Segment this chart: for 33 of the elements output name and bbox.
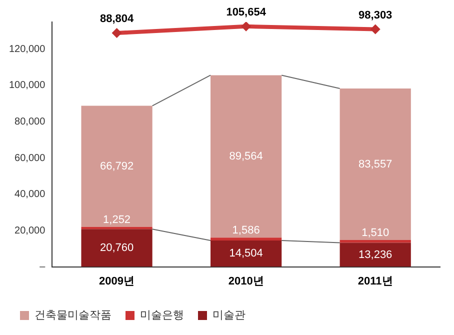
y-tick-label: 40,000 bbox=[14, 189, 46, 200]
bar bbox=[340, 242, 411, 267]
bar bbox=[81, 106, 152, 227]
bar bbox=[81, 229, 152, 267]
y-tick-label: 20,000 bbox=[14, 225, 46, 236]
bar bbox=[340, 88, 411, 240]
data-label: 14,504 bbox=[229, 248, 263, 260]
data-label: 20,760 bbox=[100, 242, 134, 254]
x-tick-label: 2011년 bbox=[358, 275, 393, 288]
data-label: 1,586 bbox=[232, 224, 260, 237]
y-tick-label: 80,000 bbox=[14, 116, 46, 128]
data-label: 105,654 bbox=[226, 6, 267, 18]
y-tick-label: 100,000 bbox=[8, 80, 46, 92]
y-tick-label: 120,000 bbox=[8, 44, 46, 55]
data-label: 66,792 bbox=[100, 160, 134, 172]
x-tick-label: 2010년 bbox=[228, 275, 264, 288]
y-tick-label: – bbox=[40, 262, 46, 273]
bar bbox=[210, 75, 282, 238]
data-label: 98,303 bbox=[358, 9, 392, 22]
bar bbox=[210, 240, 282, 267]
data-label: 83,557 bbox=[358, 158, 392, 170]
x-tick-label: 2009년 bbox=[99, 275, 135, 288]
legend-label: 건축물미술작품 bbox=[34, 310, 112, 322]
data-label: 88,804 bbox=[100, 13, 134, 26]
data-label: 1,252 bbox=[103, 214, 131, 226]
legend-label: 미술은행 bbox=[140, 310, 184, 322]
bar bbox=[210, 238, 282, 240]
data-label: 13,236 bbox=[358, 248, 392, 261]
legend-label: 미술관 bbox=[212, 310, 246, 322]
data-label: 1,510 bbox=[362, 227, 390, 240]
y-tick-label: 60,000 bbox=[14, 152, 46, 164]
data-label: 89,564 bbox=[229, 150, 263, 162]
bar bbox=[340, 240, 411, 243]
